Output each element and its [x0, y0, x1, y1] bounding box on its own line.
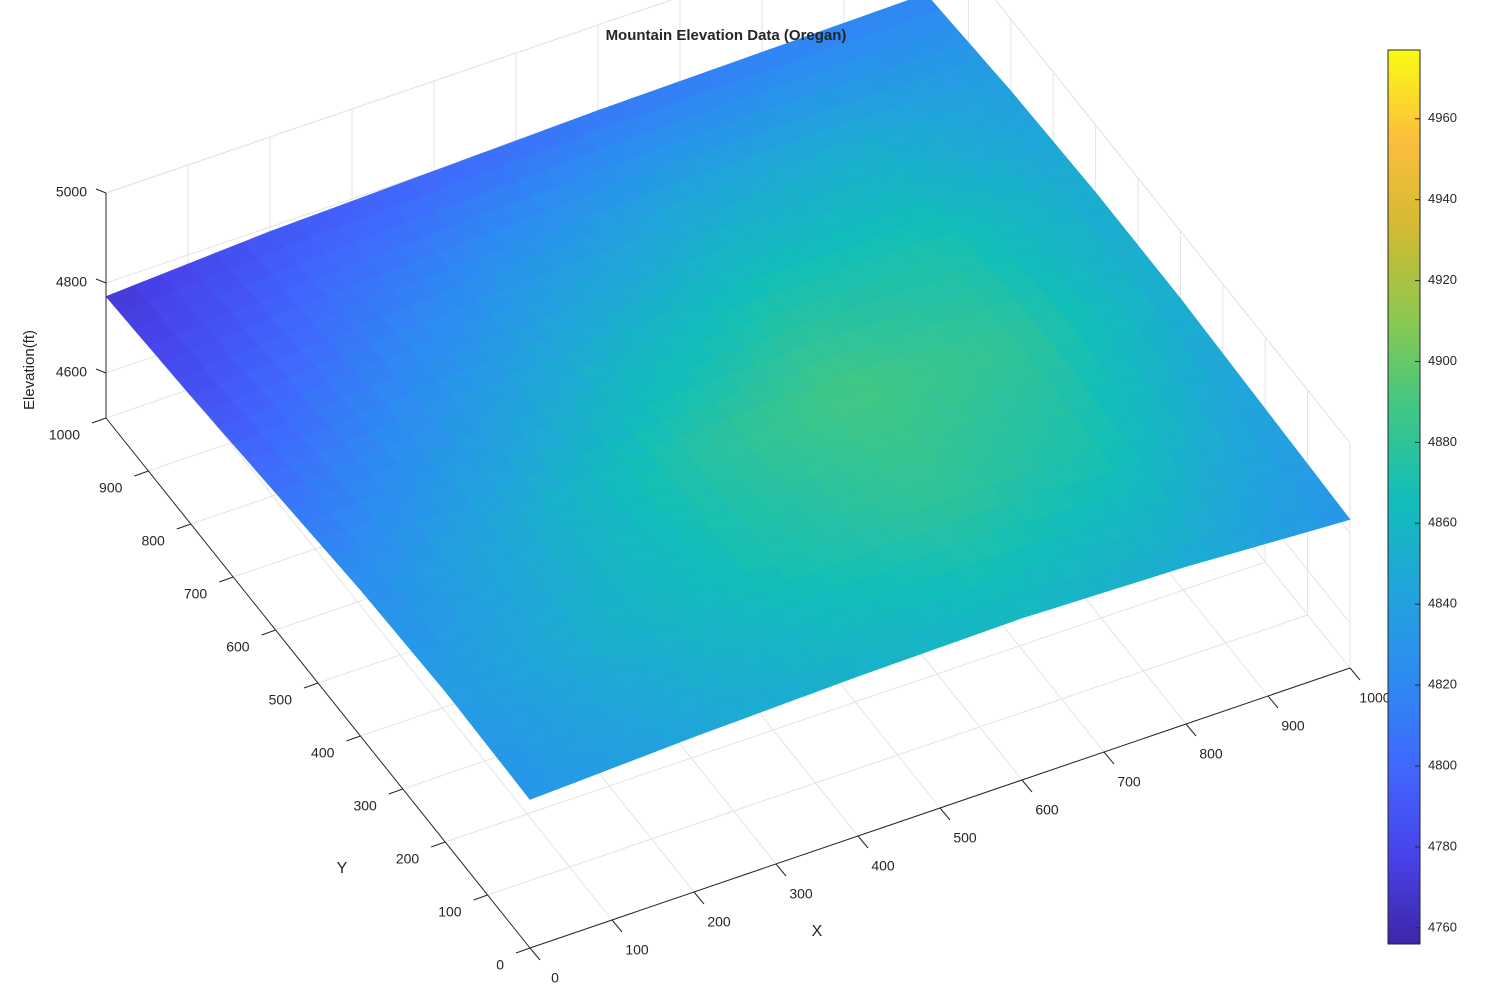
surface-facet [515, 770, 558, 800]
surface-quad [1100, 408, 1351, 567]
y-tick [473, 894, 488, 901]
surface-quad [931, 192, 1181, 342]
y-tick [303, 682, 319, 689]
colorbar-tick-label: 4900 [1428, 353, 1457, 368]
x-tick-label: 300 [789, 886, 813, 902]
surface-quad [433, 110, 684, 264]
x-tick [1021, 779, 1033, 793]
surface-quad [269, 170, 520, 329]
grid-line [487, 614, 1308, 896]
z-tick [95, 368, 107, 374]
y-tick-label: 100 [438, 904, 462, 920]
y-tick [134, 470, 149, 477]
x-tick [857, 835, 869, 849]
surface-quad [523, 454, 774, 627]
x-tick [529, 947, 541, 961]
x-tick-label: 900 [1281, 718, 1305, 734]
colorbar-tick-label: 4800 [1428, 757, 1457, 772]
surface-quad [767, 239, 1017, 393]
y-tick-label: 500 [269, 692, 293, 708]
x-tick [1349, 667, 1361, 681]
y-tick-label: 600 [226, 639, 250, 655]
surface-quad [772, 502, 1023, 677]
y-tick [219, 576, 234, 583]
x-tick [939, 807, 951, 821]
y-tick [431, 841, 446, 848]
z-tick [95, 278, 107, 284]
box-edge [105, 0, 673, 194]
surface-quad [761, 0, 1012, 143]
y-tick [261, 629, 276, 636]
surface-quad [354, 263, 605, 426]
x-tick-label: 1000 [1359, 690, 1390, 706]
y-tick [176, 523, 191, 530]
surface-quad [608, 563, 859, 738]
colorbar-tick-label: 4860 [1428, 515, 1457, 530]
x-tick-label: 700 [1117, 774, 1141, 790]
x-tick [693, 891, 705, 905]
z-tick-label: 4600 [56, 364, 87, 380]
surface-quad [682, 142, 933, 296]
colorbar-tick-label: 4940 [1428, 191, 1457, 206]
x-tick-label: 500 [953, 830, 977, 846]
y-tick-label: 400 [311, 745, 335, 761]
x-tick-label: 800 [1199, 746, 1223, 762]
y-axis-label: Y [337, 860, 348, 877]
surface-quad [603, 295, 853, 456]
surface-quad [597, 51, 848, 202]
colorbar-tick-label: 4840 [1428, 596, 1457, 611]
y-tick [346, 735, 361, 742]
box-edge [994, 0, 1351, 444]
x-tick [1103, 751, 1115, 765]
colorbar [1387, 49, 1421, 945]
surface-quad [444, 625, 695, 800]
z-tick-label: 4800 [56, 274, 87, 290]
surface-quad [439, 357, 689, 523]
colorbar-tick-label: 4780 [1428, 838, 1457, 853]
x-tick [1267, 695, 1279, 709]
y-tick-label: 800 [141, 533, 165, 549]
surface-quad [275, 425, 525, 591]
surface-quad [105, 231, 356, 397]
colorbar-tick-label: 4820 [1428, 677, 1457, 692]
y-tick-label: 200 [396, 851, 420, 867]
grid-line [445, 561, 1266, 843]
colorbar-tick-label: 4960 [1428, 110, 1457, 125]
y-tick [388, 788, 403, 795]
surface-quad [190, 328, 441, 494]
colorbar-tick-label: 4760 [1428, 919, 1457, 934]
y-tick-label: 700 [184, 586, 208, 602]
colorbar-tick-label: 4880 [1428, 434, 1457, 449]
chart-title: Mountain Elevation Data (Oregan) [606, 27, 847, 44]
y-tick-label: 900 [99, 480, 123, 496]
z-axis-label: Elevation(ft) [21, 330, 38, 410]
x-tick-label: 400 [871, 858, 895, 874]
surface-quad [687, 392, 938, 564]
x-tick-label: 100 [625, 942, 649, 958]
y-tick [515, 947, 531, 954]
y-tick-label: 0 [496, 957, 504, 973]
x-tick [1185, 723, 1197, 737]
axes: 0 100 200 300 400 500 600 700 800 900 1000 0 100 200 3… [49, 184, 1391, 986]
x-tick-label: 600 [1035, 802, 1059, 818]
x-tick [775, 863, 787, 877]
colorbar-tick-label: 4920 [1428, 272, 1457, 287]
y-tick-label: 300 [353, 798, 377, 814]
z-tick [95, 188, 107, 194]
x-axis-label: X [812, 923, 823, 940]
z-tick-label: 5000 [56, 184, 87, 200]
surface-quad [936, 451, 1187, 619]
x-tick-label: 200 [707, 914, 731, 930]
surface-quad [846, 90, 1097, 240]
surface [105, 0, 1351, 800]
y-tick-label: 1000 [49, 427, 80, 443]
x-tick-label: 0 [551, 970, 559, 986]
y-tick [91, 417, 107, 424]
x-tick [611, 919, 623, 933]
